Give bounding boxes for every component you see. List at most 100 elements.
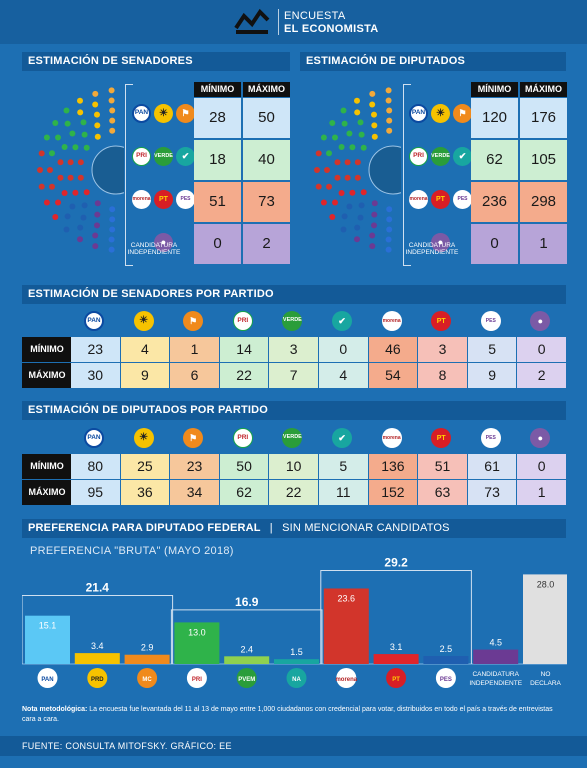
seat-dot bbox=[55, 199, 61, 206]
seat-dot bbox=[344, 159, 351, 166]
deputies-max-cell: 1 bbox=[520, 224, 567, 264]
row-label-min: MÍNIMO bbox=[22, 454, 72, 479]
seat-dot bbox=[94, 133, 101, 140]
bar-value-label: 2.4 bbox=[240, 644, 253, 654]
pri-axis-icon bbox=[186, 668, 207, 688]
party-max-cell: 1 bbox=[517, 480, 566, 505]
party-max-cell: 4 bbox=[319, 363, 368, 388]
bar-pri bbox=[174, 622, 220, 664]
party-min-cell: 80 bbox=[71, 454, 120, 479]
bar-pvem bbox=[224, 656, 270, 664]
seat-dot bbox=[349, 189, 356, 196]
seat-dot bbox=[72, 189, 79, 196]
senate-independent-label: CANDIDATURA INDEPENDIENTE bbox=[127, 242, 181, 257]
seat-dot bbox=[49, 150, 55, 157]
senate-bracket bbox=[125, 84, 133, 266]
x-tick-label: NO bbox=[541, 671, 551, 678]
seat-dot bbox=[80, 119, 87, 126]
party-min-cell: 0 bbox=[319, 337, 368, 362]
seat-dot bbox=[109, 206, 116, 213]
seat-dot bbox=[64, 213, 71, 220]
deputies-max-cell: 176 bbox=[520, 98, 567, 138]
seat-dot bbox=[354, 174, 361, 181]
seat-dot bbox=[344, 174, 351, 181]
seat-dot bbox=[334, 159, 341, 166]
deputies-min-cell: 236 bbox=[471, 182, 518, 222]
seat-dot bbox=[346, 130, 353, 137]
deputies-min-cell: 0 bbox=[471, 224, 518, 264]
seat-dot bbox=[77, 109, 84, 116]
row-label-max: MÁXIMO bbox=[22, 480, 72, 505]
deputies-min-cell: 62 bbox=[471, 140, 518, 180]
x-tick-label: INDEPENDIENTE bbox=[469, 680, 522, 687]
seat-dot bbox=[109, 107, 116, 114]
deputies-max-cell: 105 bbox=[520, 140, 567, 180]
party-min-cell: 4 bbox=[120, 337, 170, 362]
party-min-cell: 5 bbox=[467, 337, 517, 362]
seat-dot bbox=[49, 183, 55, 190]
seat-dot bbox=[108, 236, 115, 243]
party-min-cell: 3 bbox=[269, 337, 318, 362]
party-max-cell: 22 bbox=[219, 363, 269, 388]
seat-dot bbox=[109, 216, 116, 223]
bar-no-declara bbox=[523, 574, 567, 664]
seat-dot bbox=[341, 120, 348, 127]
seat-dot bbox=[386, 127, 393, 134]
party-min-cell: 51 bbox=[418, 454, 467, 479]
seat-dot bbox=[63, 226, 70, 233]
header-title-line1: ENCUESTA bbox=[284, 10, 346, 22]
seat-dot bbox=[320, 199, 327, 206]
group-total-label: 21.4 bbox=[86, 581, 110, 595]
bar-pan bbox=[25, 615, 70, 664]
bar-na bbox=[274, 659, 319, 664]
seat-dot bbox=[385, 236, 392, 243]
x-tick-label: NA bbox=[292, 677, 301, 683]
seat-dot bbox=[369, 101, 376, 108]
party-max-cell: 11 bbox=[319, 480, 368, 505]
seat-dot bbox=[326, 183, 332, 190]
seat-dot bbox=[386, 206, 393, 213]
seat-dot bbox=[371, 122, 378, 129]
bar-value-label: 3.4 bbox=[91, 641, 104, 651]
na-logo-icon: ✔ bbox=[332, 428, 352, 448]
seat-dot bbox=[94, 200, 101, 207]
seat-dot bbox=[371, 211, 378, 218]
seat-dot bbox=[108, 87, 115, 94]
party-max-cell: 7 bbox=[269, 363, 318, 388]
preference-title: PREFERENCIA PARA DIPUTADO FEDERAL bbox=[28, 522, 261, 534]
seat-dot bbox=[360, 189, 367, 196]
seat-dot bbox=[77, 97, 83, 104]
pt-logo-icon: PT bbox=[154, 190, 173, 209]
mc-logo-icon: ⚑ bbox=[176, 104, 195, 123]
party-min-cell: 0 bbox=[517, 454, 566, 479]
party-min-cell: 14 bbox=[219, 337, 269, 362]
seat-dot bbox=[385, 87, 392, 94]
x-tick-label: morena bbox=[335, 677, 357, 683]
party-max-cell: 6 bbox=[170, 363, 219, 388]
seat-dot bbox=[341, 213, 348, 220]
bar-value-label: 13.0 bbox=[188, 627, 206, 637]
x-tick-label: MC bbox=[142, 677, 152, 683]
seat-dot bbox=[369, 243, 376, 250]
morena-logo-icon: morena bbox=[381, 428, 402, 448]
seat-dot bbox=[109, 127, 116, 134]
party-min-cell: 23 bbox=[71, 337, 120, 362]
morena-logo-icon: morena bbox=[409, 190, 428, 209]
methodology-note-text: La encuesta fue levantada del 11 al 13 d… bbox=[22, 706, 553, 724]
seat-dot bbox=[94, 122, 101, 129]
seat-dot bbox=[357, 214, 364, 221]
seat-dot bbox=[69, 203, 76, 210]
x-tick-label: PES bbox=[440, 677, 452, 683]
seat-dot bbox=[385, 97, 392, 104]
mc-logo-icon: ⚑ bbox=[183, 311, 204, 331]
senate-header-min: MÍNIMO bbox=[194, 82, 241, 97]
seat-dot bbox=[358, 131, 365, 138]
bar-candidatura-independiente bbox=[473, 649, 519, 664]
party-min-cell: 23 bbox=[170, 454, 219, 479]
seat-dot bbox=[329, 120, 336, 126]
deputies-max-cell: 298 bbox=[520, 182, 567, 222]
morena-logo-icon: morena bbox=[381, 311, 402, 331]
seat-dot bbox=[92, 90, 99, 97]
ind-logo-icon: ● bbox=[431, 233, 450, 252]
seat-dot bbox=[92, 243, 99, 250]
